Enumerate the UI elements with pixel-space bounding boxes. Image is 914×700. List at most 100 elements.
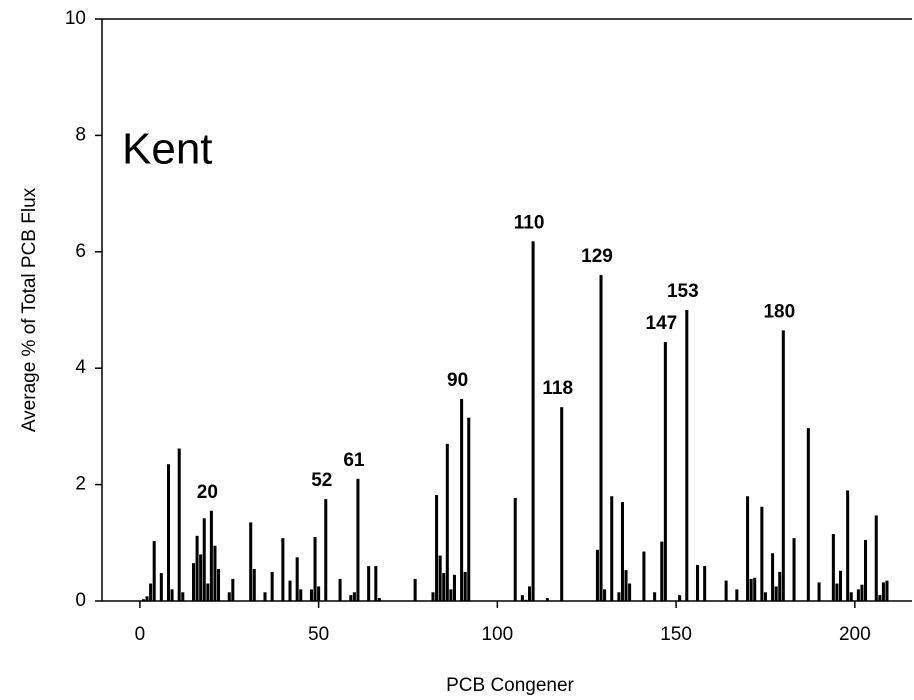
- bar: [774, 586, 778, 601]
- bar: [377, 598, 381, 601]
- bar: [524, 599, 528, 601]
- x-tick-label: 50: [308, 624, 329, 645]
- bar: [145, 596, 149, 601]
- bar: [270, 571, 274, 601]
- bar: [881, 582, 885, 601]
- bar: [528, 586, 532, 601]
- bar: [452, 574, 456, 601]
- bar: [299, 589, 303, 601]
- bar: [513, 497, 517, 601]
- bar: [560, 407, 564, 601]
- bar: [678, 595, 682, 601]
- bar: [249, 522, 253, 601]
- bar: [628, 583, 632, 601]
- bar: [367, 566, 371, 601]
- inset-label: Kent: [122, 125, 213, 174]
- bar: [831, 534, 835, 601]
- bar: [281, 538, 285, 601]
- bar: [181, 592, 185, 601]
- bar: [438, 555, 442, 601]
- y-tick-label: 10: [65, 8, 86, 29]
- bar: [338, 578, 342, 601]
- bar-annotation: 147: [646, 313, 678, 334]
- bar: [166, 464, 171, 601]
- bar: [624, 570, 628, 601]
- bar: [817, 582, 821, 601]
- bar: [213, 545, 217, 601]
- bar: [349, 595, 353, 601]
- bar: [445, 443, 449, 601]
- bar: [442, 573, 446, 601]
- x-tick-label: 0: [135, 624, 146, 645]
- bar: [141, 599, 145, 601]
- bar: [849, 592, 853, 601]
- bar: [520, 595, 524, 601]
- y-tick-label: 2: [75, 474, 86, 495]
- bar: [209, 510, 213, 601]
- bar: [610, 496, 614, 601]
- bar: [620, 502, 624, 601]
- y-tick-label: 8: [75, 124, 86, 145]
- bar: [324, 499, 328, 601]
- bar: [735, 589, 739, 601]
- bar: [252, 568, 256, 601]
- bar: [746, 496, 750, 601]
- bar: [835, 583, 839, 601]
- y-tick-label: 6: [75, 241, 86, 262]
- bar: [206, 583, 210, 601]
- bar: [878, 595, 882, 601]
- x-tick-label: 150: [660, 624, 692, 645]
- bar: [217, 568, 221, 601]
- bar: [653, 592, 657, 601]
- bar-annotation: 118: [542, 378, 573, 399]
- bar: [288, 580, 292, 601]
- bar-annotation: 180: [763, 301, 795, 322]
- bar: [642, 551, 646, 601]
- bar-annotation: 20: [197, 482, 218, 503]
- bar-annotation: 110: [514, 212, 545, 233]
- y-axis-label: Average % of Total PCB Flux: [19, 187, 40, 432]
- bar-annotation: 153: [667, 281, 699, 302]
- y-tick-label: 4: [75, 357, 86, 378]
- bar: [317, 586, 321, 601]
- bar: [467, 417, 471, 601]
- bar: [191, 563, 196, 601]
- bar: [792, 538, 796, 601]
- bar: [435, 495, 439, 601]
- bar: [431, 592, 435, 601]
- bar: [724, 580, 728, 601]
- bar: [685, 310, 689, 601]
- bar: [806, 428, 810, 601]
- bar: [749, 578, 753, 601]
- bar: [177, 448, 181, 601]
- bar: [356, 478, 360, 601]
- bar: [170, 589, 174, 601]
- bar: [460, 399, 464, 601]
- bar-annotation: 90: [447, 370, 468, 391]
- bar: [231, 578, 235, 601]
- bar: [531, 241, 535, 601]
- bar: [696, 564, 700, 601]
- bar: [838, 570, 843, 601]
- bar-annotation: 61: [343, 450, 365, 471]
- bar: [195, 535, 199, 601]
- bar: [263, 592, 267, 601]
- bar: [617, 592, 621, 601]
- bar: [763, 592, 767, 601]
- bar: [545, 598, 549, 601]
- bar: [352, 592, 356, 601]
- bar: [778, 571, 782, 601]
- bar: [595, 549, 599, 601]
- bar: [227, 592, 231, 601]
- bar-annotation: 129: [581, 246, 613, 267]
- bar: [599, 275, 603, 601]
- bar: [663, 342, 667, 601]
- bar: [295, 557, 299, 601]
- bar: [885, 580, 889, 601]
- bar: [603, 589, 607, 601]
- bar: [760, 506, 764, 601]
- bar: [313, 536, 317, 601]
- bar: [860, 584, 864, 601]
